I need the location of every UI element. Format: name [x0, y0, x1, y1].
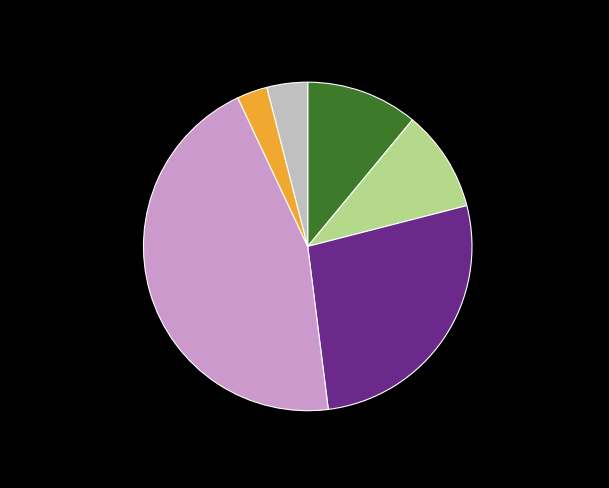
- Wedge shape: [308, 205, 472, 409]
- Wedge shape: [308, 120, 467, 246]
- Wedge shape: [308, 82, 412, 246]
- Wedge shape: [267, 82, 308, 246]
- Wedge shape: [144, 98, 328, 411]
- Wedge shape: [238, 87, 308, 246]
